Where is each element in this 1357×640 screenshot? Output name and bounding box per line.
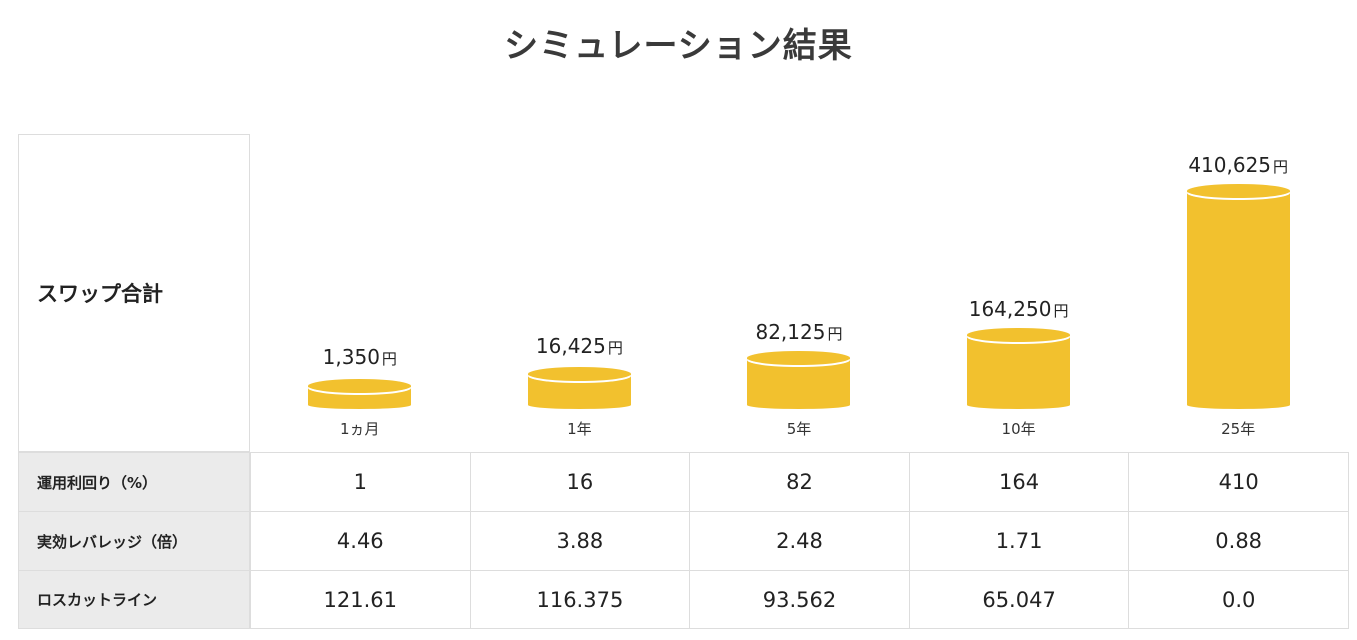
leverage-label: 実効レバレッジ（倍） [18,511,250,570]
leverage-row: 実効レバレッジ（倍） 4.46 3.88 2.48 1.71 0.88 [18,511,1349,570]
swap-total-label: スワップ合計 [18,134,250,452]
amount-label: 164,250 円 [968,297,1069,321]
losscut-row: ロスカットライン 121.61 116.375 93.562 65.047 0.… [18,570,1349,629]
chart-column: 82,125 円 5年 [689,135,909,453]
bar-cylinder [527,367,631,409]
amount-label: 16,425 円 [535,334,623,358]
leverage-cell: 1.71 [908,511,1129,570]
yield-cell: 410 [1128,452,1349,511]
amount-label: 1,350 円 [322,345,397,369]
leverage-cell: 0.88 [1128,511,1349,570]
amount-label: 82,125 円 [755,320,843,344]
period-label: 10年 [1001,420,1036,438]
losscut-cell: 65.047 [908,570,1129,629]
chart-column: 410,625 円 25年 [1128,135,1348,453]
bar-cylinder [967,328,1071,409]
period-label: 1年 [567,420,592,438]
yield-row: 運用利回り（%） 1 16 82 164 410 [18,452,1349,511]
period-label: 25年 [1221,420,1256,438]
bar-cylinder [747,351,851,409]
amount-label: 410,625 円 [1188,153,1289,177]
yield-cell: 164 [908,452,1129,511]
losscut-cell: 116.375 [469,570,690,629]
period-label: 5年 [786,420,812,438]
yield-cell: 1 [250,452,470,511]
leverage-cell: 4.46 [250,511,470,570]
period-label: 1ヵ月 [340,420,380,438]
swap-chart-area: 1,350 円 1ヵ月 16,425 円 1年 [250,134,1349,452]
simulation-result-table: スワップ合計 1,350 円 1ヵ月 16,425 円 [18,134,1349,629]
page-title: シミュレーション結果 [504,26,853,66]
chart-column: 16,425 円 1年 [470,135,690,453]
losscut-cell: 93.562 [689,570,909,629]
leverage-cell: 2.48 [689,511,909,570]
yield-label: 運用利回り（%） [18,452,250,511]
chart-column: 164,250 円 10年 [909,135,1129,453]
losscut-cell: 0.0 [1128,570,1349,629]
losscut-cell: 121.61 [250,570,470,629]
bar-cylinder [1186,184,1290,409]
leverage-cell: 3.88 [469,511,690,570]
yield-cell: 82 [689,452,909,511]
swap-total-row: スワップ合計 1,350 円 1ヵ月 16,425 円 [18,134,1349,452]
losscut-label: ロスカットライン [18,570,250,629]
chart-column: 1,350 円 1ヵ月 [250,135,470,453]
bar-cylinder [308,379,412,409]
yield-cell: 16 [469,452,690,511]
